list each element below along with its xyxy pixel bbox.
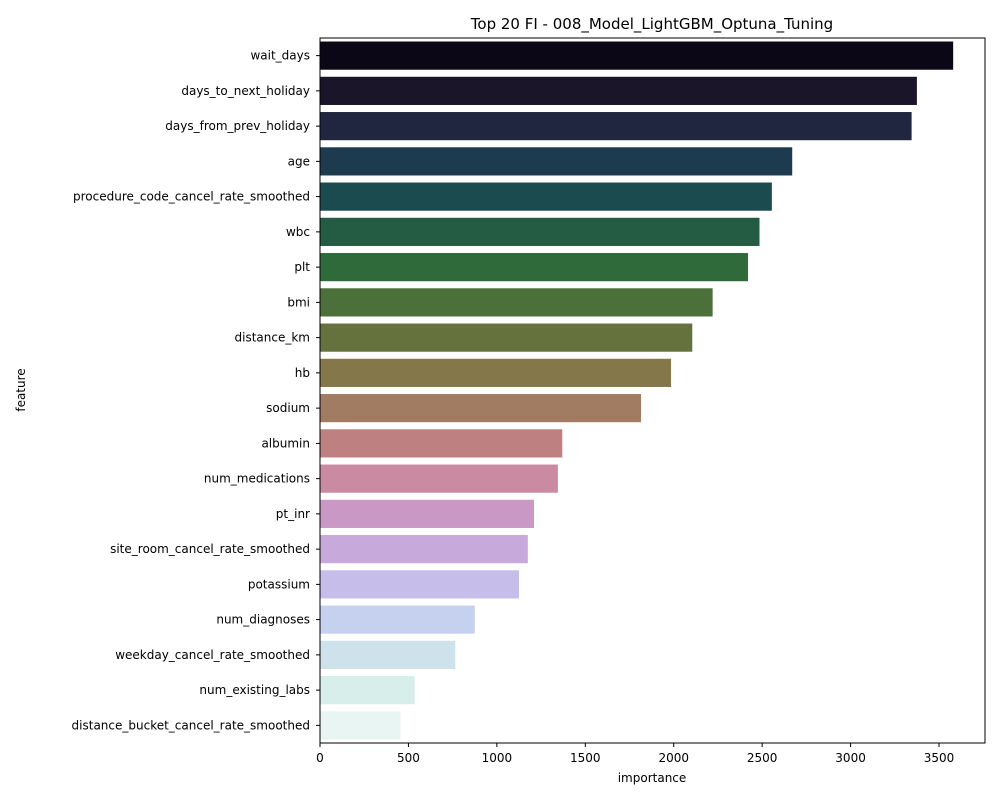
x-tick-label: 3000 (835, 751, 866, 765)
bar-albumin (320, 429, 563, 458)
chart-title: Top 20 FI - 008_Model_LightGBM_Optuna_Tu… (470, 15, 833, 34)
x-tick-label: 1500 (570, 751, 601, 765)
y-tick-label: wbc (286, 225, 310, 239)
y-tick-label: sodium (266, 401, 310, 415)
bar-weekday-cancel-rate-smoothed (320, 640, 456, 669)
bar-site-room-cancel-rate-smoothed (320, 535, 528, 564)
y-tick-label: weekday_cancel_rate_smoothed (115, 648, 310, 662)
bars-group (320, 41, 954, 740)
y-tick-label: days_to_next_holiday (181, 84, 310, 98)
y-tick-label: site_room_cancel_rate_smoothed (110, 542, 310, 556)
y-tick-label: pt_inr (276, 507, 310, 521)
y-tick-label: plt (294, 260, 310, 274)
bar-num-existing-labs (320, 676, 415, 705)
y-tick-label: hb (295, 366, 310, 380)
bar-days-from-prev-holiday (320, 112, 912, 141)
bar-bmi (320, 288, 713, 317)
y-tick-label: days_from_prev_holiday (165, 119, 310, 133)
y-tick-label: potassium (248, 577, 310, 591)
y-tick-label: wait_days (250, 49, 310, 63)
x-tick-label: 2500 (747, 751, 778, 765)
bar-wbc (320, 217, 760, 246)
bar-age (320, 147, 793, 176)
y-tick-label: distance_km (235, 331, 311, 345)
bar-potassium (320, 570, 519, 599)
y-tick-label: age (288, 154, 310, 168)
x-tick-label: 0 (316, 751, 324, 765)
bar-wait-days (320, 41, 954, 70)
bar-num-diagnoses (320, 605, 475, 634)
bar-pt-inr (320, 499, 535, 528)
x-tick-label: 3500 (924, 751, 955, 765)
y-tick-label: num_diagnoses (216, 613, 310, 627)
bar-distance-km (320, 323, 693, 352)
y-tick-label: distance_bucket_cancel_rate_smoothed (72, 718, 310, 732)
bar-num-medications (320, 464, 558, 493)
x-axis-label: importance (618, 771, 687, 785)
y-tick-label: albumin (261, 436, 310, 450)
plot-frame (319, 37, 986, 744)
y-axis-label: feature (14, 368, 28, 411)
bar-plt (320, 253, 749, 282)
bar-days-to-next-holiday (320, 76, 917, 105)
y-tick-label: procedure_code_cancel_rate_smoothed (73, 190, 310, 204)
plot-area-border (319, 37, 986, 744)
bar-sodium (320, 394, 642, 423)
x-tick-label: 500 (397, 751, 420, 765)
x-tick-label: 1000 (482, 751, 513, 765)
bar-distance-bucket-cancel-rate-smoothed (320, 711, 401, 740)
y-tick-label: num_medications (204, 472, 310, 486)
x-tick-label: 2000 (658, 751, 689, 765)
bar-procedure-code-cancel-rate-smoothed (320, 182, 772, 211)
y-tick-label: bmi (287, 295, 310, 309)
x-axis-ticks: 0 500 1000 1500 2000 2500 3000 3500 (316, 743, 954, 765)
y-tick-label: num_existing_labs (199, 683, 310, 697)
bar-hb (320, 358, 672, 387)
y-axis-ticks: wait_days days_to_next_holiday days_from_p… (72, 49, 320, 732)
